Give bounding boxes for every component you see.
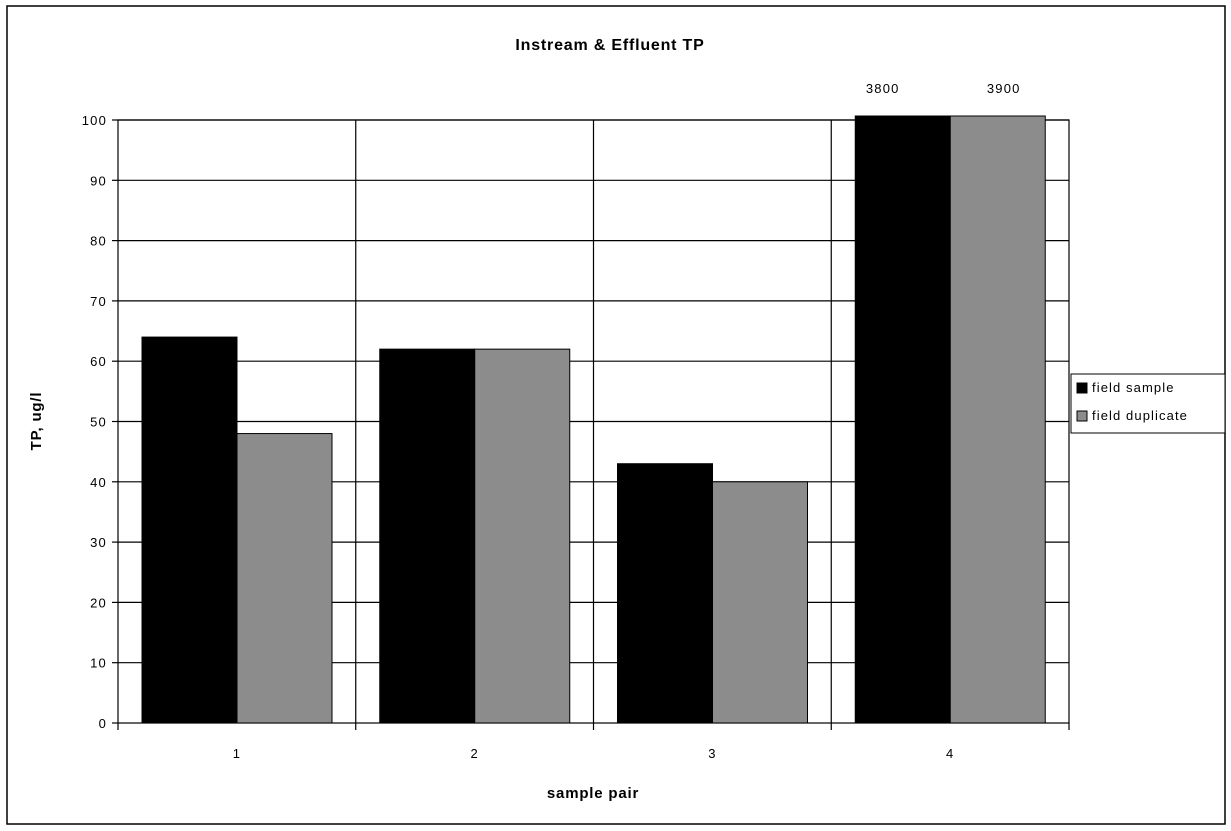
legend-swatch-field-duplicate <box>1076 410 1088 422</box>
legend: field sample field duplicate <box>1070 373 1226 434</box>
bars-layer: 3800 3900 <box>141 81 1046 724</box>
y-tick-label: 60 <box>90 354 107 369</box>
bar-field-sample-1 <box>141 336 238 724</box>
y-tick-label: 90 <box>90 173 107 188</box>
x-tick-label: 2 <box>471 746 479 761</box>
bar-field-duplicate-3 <box>712 481 808 724</box>
overflow-data-label: 3900 <box>987 81 1021 96</box>
y-tick-label: 50 <box>90 415 107 430</box>
x-axis-title: sample pair <box>547 785 639 802</box>
y-tick-label: 0 <box>99 716 107 731</box>
legend-box <box>1070 373 1226 434</box>
bar-field-sample-4 <box>854 115 951 724</box>
legend-swatch-field-sample <box>1076 382 1088 394</box>
y-axis-title: TP, ug/l <box>28 392 45 451</box>
x-tick-label: 1 <box>233 746 241 761</box>
x-tick-label: 3 <box>708 746 716 761</box>
y-tick-label: 40 <box>90 475 107 490</box>
legend-label-field-sample: field sample <box>1092 380 1175 395</box>
legend-label-field-duplicate: field duplicate <box>1092 408 1188 423</box>
bar-field-duplicate-2 <box>474 348 571 724</box>
y-tick-label: 10 <box>90 656 107 671</box>
y-tick-label: 100 <box>82 113 107 128</box>
bar-field-duplicate-4 <box>949 115 1046 724</box>
y-tick-label: 30 <box>90 535 107 550</box>
y-tick-label: 20 <box>90 595 107 610</box>
chart-title: Instream & Effluent TP <box>515 37 704 54</box>
y-tick-label: 70 <box>90 294 107 309</box>
y-tick-label: 80 <box>90 234 107 249</box>
bar-field-sample-2 <box>379 348 476 724</box>
x-tick-label: 4 <box>946 746 954 761</box>
overflow-data-label: 3800 <box>866 81 900 96</box>
axis-layer: 0 10 20 30 40 50 60 70 80 90 100 1 2 3 4 <box>82 113 1070 761</box>
bar-field-duplicate-1 <box>236 433 333 724</box>
bar-field-sample-3 <box>617 463 713 724</box>
